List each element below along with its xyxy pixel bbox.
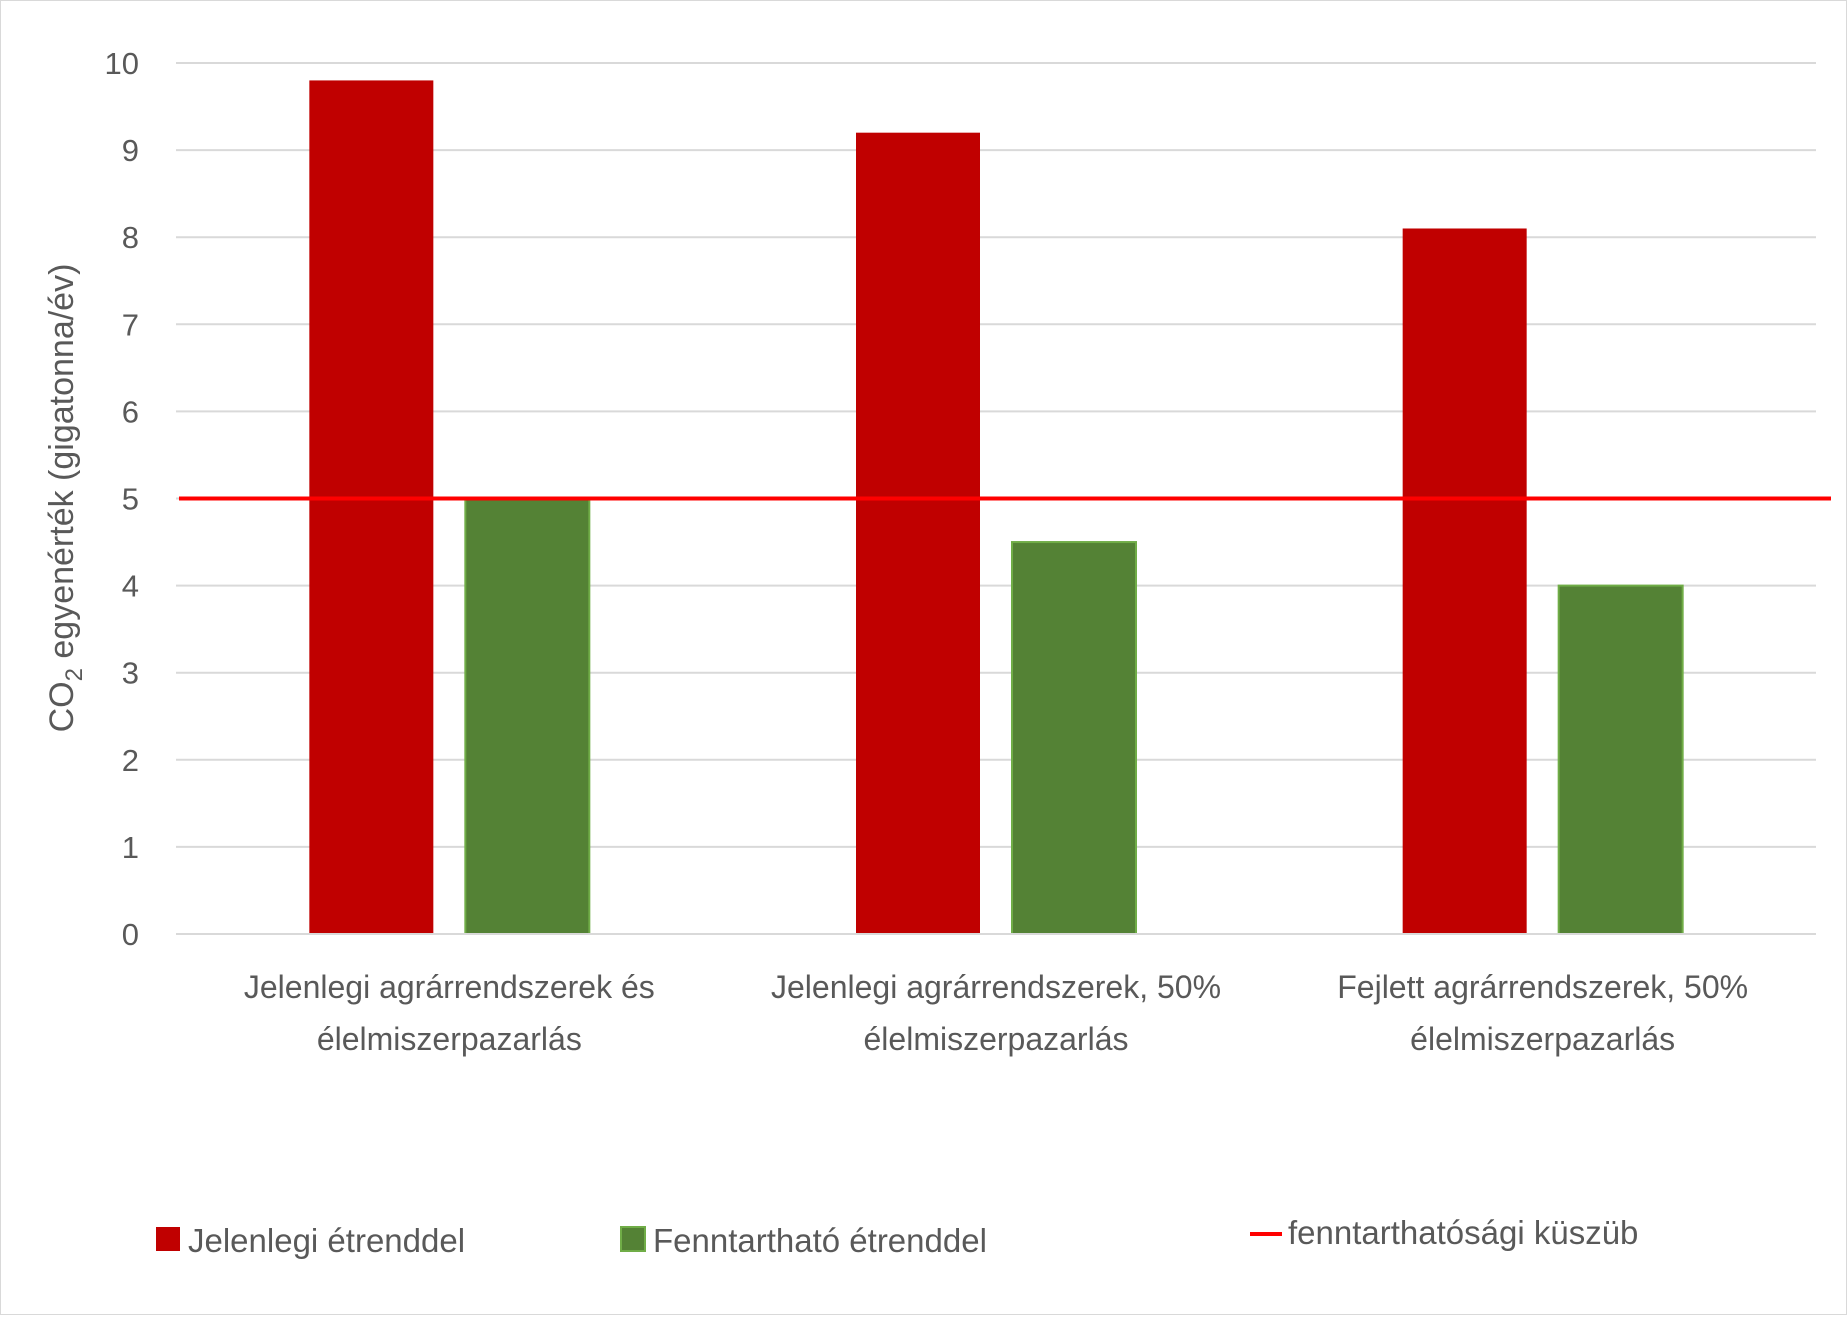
- y-tick-label: 6: [122, 394, 139, 429]
- y-tick-label: 4: [122, 569, 139, 604]
- legend-label-threshold: fenntarthatósági küszüb: [1288, 1214, 1638, 1251]
- legend-label-fenntarthato: Fenntartható étrenddel: [653, 1222, 987, 1259]
- y-axis-tick-labels: 0 1 2 3 4 5 6 7 8 9 10: [105, 46, 139, 952]
- legend-label-jelenlegi: Jelenlegi étrenddel: [188, 1222, 465, 1259]
- y-tick-label: 0: [122, 917, 139, 952]
- y-tick-label: 5: [122, 482, 139, 517]
- y-tick-label: 10: [105, 46, 139, 81]
- x-category-label: Jelenlegi agrárrendszerek és élelmiszerpa…: [244, 969, 655, 1057]
- bars: [309, 80, 1684, 935]
- y-tick-label: 1: [122, 830, 139, 865]
- y-tick-label: 7: [122, 307, 139, 342]
- legend: Jelenlegi étrenddel Fenntartható étrendd…: [156, 1214, 1638, 1259]
- bar-fenntarthato-3: [1557, 584, 1684, 935]
- bar-fenntarthato-1: [464, 497, 591, 935]
- x-category-label: Jelenlegi agrárrendszerek, 50% élelmiszer…: [771, 969, 1221, 1057]
- legend-swatch-fenntarthato: [620, 1226, 646, 1252]
- y-tick-label: 8: [122, 220, 139, 255]
- y-tick-label: 9: [122, 133, 139, 168]
- x-axis-category-labels: Jelenlegi agrárrendszerek és élelmiszerpa…: [244, 969, 1748, 1057]
- x-category-label: Fejlett agrárrendszerek, 50% élelmiszerpa…: [1337, 969, 1748, 1057]
- bar-jelenlegi-3: [1402, 228, 1527, 935]
- legend-swatch-jelenlegi: [156, 1227, 180, 1251]
- y-axis-title: CO2 egyenérték (gigatonna/év): [43, 264, 88, 733]
- bar-jelenlegi-1: [309, 80, 434, 935]
- y-tick-label: 2: [122, 743, 139, 778]
- y-tick-label: 3: [122, 656, 139, 691]
- bar-fenntarthato-2: [1011, 541, 1137, 935]
- bar-jelenlegi-2: [856, 132, 980, 934]
